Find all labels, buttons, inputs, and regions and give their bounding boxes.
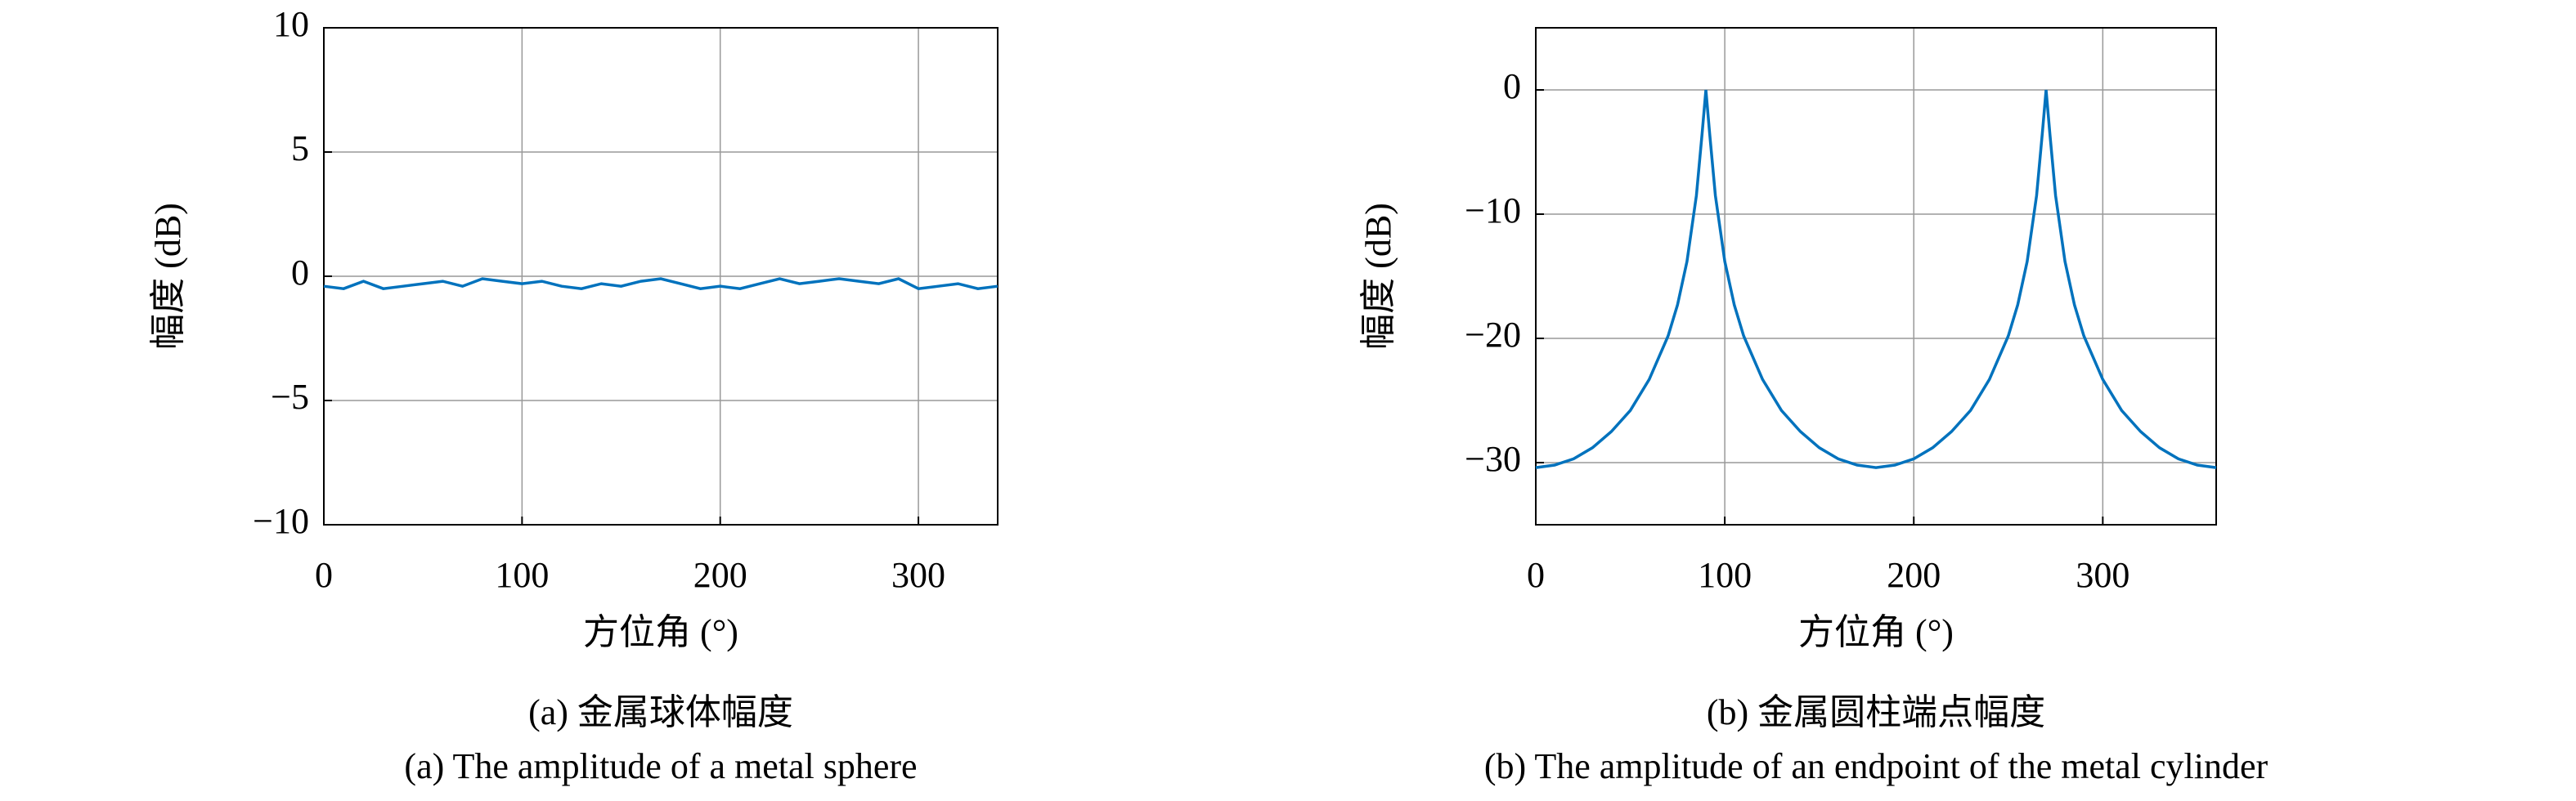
data-line (323, 277, 999, 291)
y-tick-label: −30 (1465, 439, 1521, 479)
caption: (a) 金属球体幅度 (528, 692, 793, 732)
x-axis-label: 方位角 (°) (1798, 612, 1954, 652)
y-axis-label: 幅度 (dB) (148, 203, 188, 350)
x-tick-label: 100 (495, 555, 549, 595)
y-tick-label: −5 (271, 377, 309, 417)
data-line (1535, 89, 2217, 469)
x-axis-label: 方位角 (°) (583, 612, 738, 652)
plot-frame (323, 27, 999, 526)
x-tick-label: 0 (315, 555, 333, 595)
plot-frame (1535, 27, 2217, 526)
x-tick-label: 100 (1698, 555, 1752, 595)
y-tick-label: −10 (1465, 190, 1521, 230)
y-tick-label: −10 (253, 501, 309, 541)
x-tick-label: 0 (1527, 555, 1545, 595)
caption-en: (a) The amplitude of a metal sphere (404, 746, 917, 786)
x-tick-label: 300 (2076, 555, 2129, 595)
y-tick-label: 5 (291, 128, 309, 168)
x-tick-label: 300 (891, 555, 945, 595)
x-tick-label: 200 (693, 555, 747, 595)
y-tick-label: 0 (291, 253, 309, 293)
y-tick-label: −20 (1465, 315, 1521, 355)
caption-en: (b) The amplitude of an endpoint of the … (1484, 746, 2269, 786)
x-tick-label: 200 (1887, 555, 1941, 595)
y-tick-label: 10 (273, 4, 309, 44)
caption: (b) 金属圆柱端点幅度 (1707, 692, 2045, 732)
y-tick-label: 0 (1503, 66, 1521, 106)
y-axis-label: 幅度 (dB) (1358, 203, 1398, 350)
